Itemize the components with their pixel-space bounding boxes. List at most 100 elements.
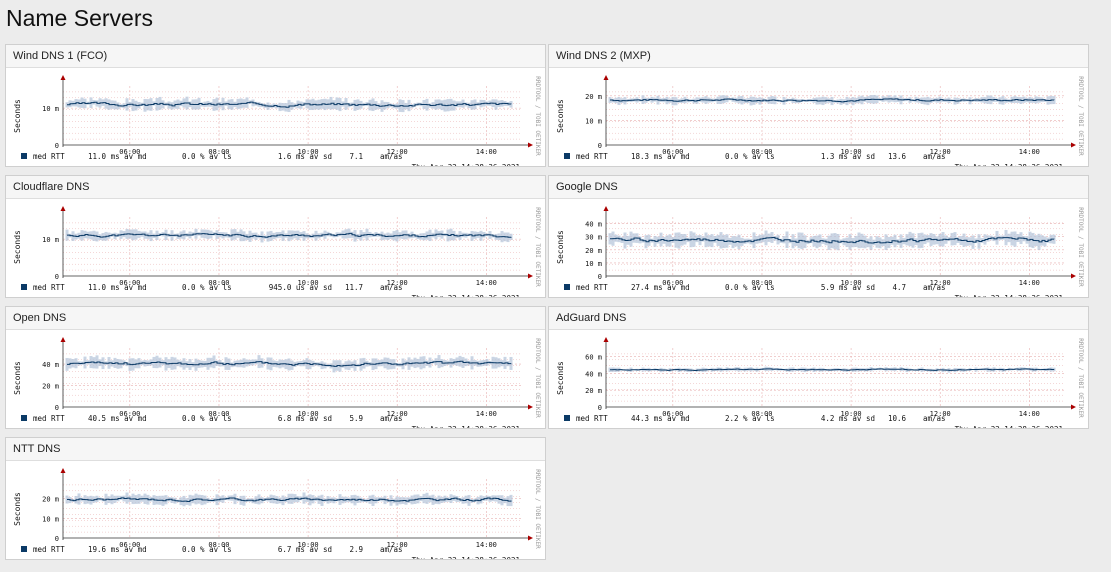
graph-panel: Google DNS Seconds 40 m 30 m 20 m 10 m 0 06:00 0… bbox=[548, 175, 1089, 298]
y-tick-label: 10 m bbox=[42, 515, 59, 523]
stat-loss: 2.2 % av ls bbox=[725, 414, 775, 423]
panel-title[interactable]: Cloudflare DNS bbox=[6, 176, 545, 199]
rrdtool-watermark: RRDTOOL / TOBI OETIKER bbox=[534, 207, 541, 287]
y-tick-label: 20 m bbox=[42, 496, 59, 504]
stat-loss: 0.0 % av ls bbox=[182, 283, 232, 292]
y-tick-label: 10 m bbox=[585, 260, 602, 268]
y-tick-label: 0 bbox=[598, 273, 602, 281]
panel-title[interactable]: Open DNS bbox=[6, 307, 545, 330]
panel-title[interactable]: Google DNS bbox=[549, 176, 1088, 199]
stat-avg: 11.0 ms av md bbox=[88, 283, 147, 292]
timestamp: Thu Apr 22 14:38:36 2021 bbox=[412, 294, 520, 297]
x-tick-label: 06:00 bbox=[662, 279, 683, 287]
rtt-graph[interactable]: Seconds 40 m 20 m 0 06:00 08:00 10:00 12:00 14:0… bbox=[6, 330, 545, 428]
x-tick-label: 10:00 bbox=[298, 148, 319, 156]
panel-title[interactable]: AdGuard DNS bbox=[549, 307, 1088, 330]
y-tick-label: 30 m bbox=[585, 234, 602, 242]
stat-ratio-unit: am/as bbox=[380, 283, 403, 292]
stat-sd: 6.8 ms av sd bbox=[278, 414, 332, 423]
x-tick-label: 10:00 bbox=[298, 541, 319, 549]
legend-metric-label: med RTT bbox=[576, 414, 608, 423]
x-tick-label: 08:00 bbox=[208, 279, 229, 287]
x-axis-arrow-icon bbox=[1071, 142, 1076, 148]
rtt-graph[interactable]: Seconds 20 m 10 m 0 06:00 08:00 10:00 12:00 14:0… bbox=[6, 461, 545, 559]
graph-panel: Wind DNS 2 (MXP) Seconds 20 m 10 m 0 06:00 08:… bbox=[548, 44, 1089, 167]
rtt-graph[interactable]: Seconds 60 m 40 m 20 m 0 06:00 08:00 10:00 12:00… bbox=[549, 330, 1088, 428]
stat-avg: 18.3 ms av md bbox=[631, 152, 690, 161]
stat-ratio-unit: am/as bbox=[923, 414, 946, 423]
stat-sd: 4.2 ms av sd bbox=[821, 414, 875, 423]
stat-ratio: 7.1 bbox=[349, 152, 363, 161]
x-tick-label: 08:00 bbox=[751, 279, 772, 287]
stat-loss: 0.0 % av ls bbox=[725, 283, 775, 292]
rtt-graph[interactable]: Seconds 40 m 30 m 20 m 10 m 0 06:00 08:00 10:00 1… bbox=[549, 199, 1088, 297]
legend-swatch bbox=[564, 415, 570, 421]
legend-swatch bbox=[21, 415, 27, 421]
x-axis-arrow-icon bbox=[1071, 273, 1076, 279]
panel-title[interactable]: NTT DNS bbox=[6, 438, 545, 461]
stat-ratio-unit: am/as bbox=[380, 414, 403, 423]
timestamp: Thu Apr 22 14:38:36 2021 bbox=[955, 163, 1063, 166]
y-tick-label: 40 m bbox=[42, 361, 59, 369]
x-tick-label: 08:00 bbox=[208, 410, 229, 418]
median-rtt-line bbox=[610, 237, 1055, 244]
legend-metric-label: med RTT bbox=[576, 283, 608, 292]
x-tick-label: 06:00 bbox=[662, 148, 683, 156]
panel-title[interactable]: Wind DNS 1 (FCO) bbox=[6, 45, 545, 68]
x-tick-label: 06:00 bbox=[119, 279, 140, 287]
rrdtool-watermark: RRDTOOL / TOBI OETIKER bbox=[1077, 338, 1084, 418]
y-axis-label: Seconds bbox=[13, 99, 22, 133]
stat-ratio: 5.9 bbox=[349, 414, 363, 423]
rrdtool-watermark: RRDTOOL / TOBI OETIKER bbox=[534, 338, 541, 418]
legend-swatch bbox=[564, 284, 570, 290]
rtt-graph[interactable]: Seconds 10 m 0 06:00 08:00 10:00 12:00 14:00 RRD… bbox=[6, 68, 545, 166]
stat-avg: 40.5 ms av md bbox=[88, 414, 147, 423]
timestamp: Thu Apr 22 14:38:36 2021 bbox=[412, 425, 520, 428]
graph-panel: Wind DNS 1 (FCO) Seconds 10 m 0 06:00 08:00 10… bbox=[5, 44, 546, 167]
x-tick-label: 14:00 bbox=[476, 148, 497, 156]
legend-metric-label: med RTT bbox=[33, 283, 65, 292]
legend-swatch bbox=[21, 284, 27, 290]
stat-avg: 27.4 ms av md bbox=[631, 283, 690, 292]
x-axis-arrow-icon bbox=[528, 535, 533, 541]
rrdtool-watermark: RRDTOOL / TOBI OETIKER bbox=[534, 76, 541, 156]
x-axis-arrow-icon bbox=[528, 404, 533, 410]
x-tick-label: 10:00 bbox=[841, 148, 862, 156]
y-axis-label: Seconds bbox=[13, 361, 22, 395]
stat-loss: 0.0 % av ls bbox=[182, 152, 232, 161]
y-tick-label: 40 m bbox=[585, 221, 602, 229]
x-tick-label: 14:00 bbox=[476, 541, 497, 549]
legend-swatch bbox=[564, 153, 570, 159]
median-rtt-line bbox=[67, 360, 512, 367]
y-axis-arrow-icon bbox=[60, 337, 66, 342]
y-tick-label: 0 bbox=[598, 404, 602, 412]
legend-swatch bbox=[21, 546, 27, 552]
graph-panel: Open DNS Seconds 40 m 20 m 0 06:00 08:00 10:00 1… bbox=[5, 306, 546, 429]
rtt-graph[interactable]: Seconds 10 m 0 06:00 08:00 10:00 12:00 14:00 RRD… bbox=[6, 199, 545, 297]
y-axis-arrow-icon bbox=[603, 206, 609, 211]
median-rtt-line bbox=[610, 368, 1055, 371]
y-tick-label: 20 m bbox=[585, 387, 602, 395]
x-tick-label: 12:00 bbox=[930, 279, 951, 287]
legend-metric-label: med RTT bbox=[576, 152, 608, 161]
y-tick-label: 0 bbox=[55, 535, 59, 543]
graph-panel: AdGuard DNS Seconds 60 m 40 m 20 m 0 06:00 08:0… bbox=[548, 306, 1089, 429]
legend-metric-label: med RTT bbox=[33, 545, 65, 554]
x-tick-label: 14:00 bbox=[1019, 410, 1040, 418]
y-axis-label: Seconds bbox=[556, 361, 565, 395]
y-tick-label: 20 m bbox=[42, 383, 59, 391]
median-rtt-line bbox=[67, 232, 512, 238]
stat-avg: 11.0 ms av md bbox=[88, 152, 147, 161]
graph-panel: Cloudflare DNS Seconds 10 m 0 06:00 08:00 10:0… bbox=[5, 175, 546, 298]
y-tick-label: 10 m bbox=[42, 236, 59, 244]
x-tick-label: 10:00 bbox=[298, 410, 319, 418]
panel-title[interactable]: Wind DNS 2 (MXP) bbox=[549, 45, 1088, 68]
stat-ratio: 13.6 bbox=[888, 152, 907, 161]
x-tick-label: 12:00 bbox=[930, 410, 951, 418]
stat-sd: 945.0 us av sd bbox=[269, 283, 332, 292]
stat-ratio-unit: am/as bbox=[923, 152, 946, 161]
x-tick-label: 14:00 bbox=[476, 410, 497, 418]
timestamp: Thu Apr 22 14:38:36 2021 bbox=[412, 163, 520, 166]
x-axis-arrow-icon bbox=[1071, 404, 1076, 410]
rtt-graph[interactable]: Seconds 20 m 10 m 0 06:00 08:00 10:00 12:00 14:0… bbox=[549, 68, 1088, 166]
